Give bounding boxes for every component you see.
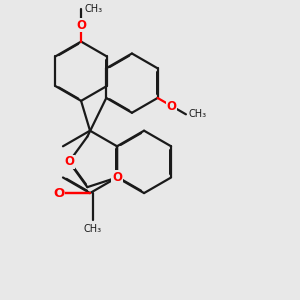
Text: CH₃: CH₃ (83, 224, 102, 234)
Text: O: O (76, 19, 86, 32)
Text: O: O (64, 155, 74, 168)
Text: O: O (53, 187, 64, 200)
Text: O: O (167, 100, 177, 112)
Text: CH₃: CH₃ (189, 109, 207, 119)
Text: CH₃: CH₃ (84, 4, 102, 14)
Text: O: O (112, 171, 122, 184)
